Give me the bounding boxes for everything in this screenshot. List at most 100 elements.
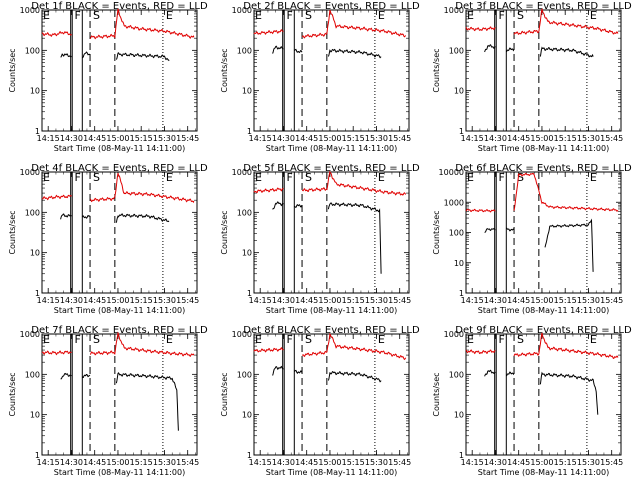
y-tick-label: 1	[459, 451, 464, 460]
y-tick-label: 1000	[20, 6, 40, 15]
plot-frame	[253, 333, 410, 456]
x-tick-label: 14:15	[37, 134, 60, 143]
x-tick-label: 14:30	[484, 134, 507, 143]
y-axis-label: Counts/sec	[220, 48, 229, 92]
series-events-line	[294, 203, 303, 209]
y-tick-label: 1000	[232, 168, 252, 177]
y-tick-label: 1000	[232, 6, 252, 15]
x-tick-label: 15:30	[153, 458, 176, 467]
x-tick-label: 14:45	[507, 458, 530, 467]
event-annotation: F	[498, 171, 504, 184]
event-annotation: E	[43, 9, 50, 22]
panel-title: Det 8f BLACK = Events, RED = LLD	[243, 325, 420, 336]
event-annotation: S	[517, 171, 524, 184]
x-tick-label: 14:45	[83, 458, 106, 467]
series-events-line	[505, 371, 515, 377]
x-tick-label: 14:30	[60, 458, 83, 467]
series-lld-line	[513, 332, 619, 359]
x-tick-label: 14:30	[272, 458, 295, 467]
x-tick-label: 15:00	[530, 296, 553, 305]
x-tick-label: 14:30	[484, 296, 507, 305]
event-annotation: E	[467, 333, 474, 346]
x-tick-label: 14:45	[295, 296, 318, 305]
x-tick-label: 14:30	[484, 458, 507, 467]
y-tick-label: 10	[242, 87, 252, 96]
y-axis-label: Counts/sec	[220, 372, 229, 416]
event-annotation: E	[590, 333, 597, 346]
y-tick-label: 100	[449, 46, 464, 55]
x-tick-label: 15:30	[365, 134, 388, 143]
y-tick-label: 1	[459, 289, 464, 298]
x-tick-label: 15:45	[388, 296, 411, 305]
series-events-line	[272, 365, 284, 376]
x-tick-label: 15:45	[176, 296, 199, 305]
panel-7: Det 7f BLACK = Events, RED = LLD 1 10 100 10…	[8, 325, 208, 477]
event-annotation: F	[498, 9, 504, 22]
series-lld-line	[253, 187, 284, 194]
event-annotation: E	[166, 333, 173, 346]
panel-9: Det 9f BLACK = Events, RED = LLD 1 10 100 10…	[432, 325, 632, 477]
series-events-line	[484, 227, 496, 233]
x-tick-label: 15:30	[577, 134, 600, 143]
y-tick-label: 1	[247, 289, 252, 298]
series-events-line	[272, 201, 284, 210]
panel-title: Det 5f BLACK = Events, RED = LLD	[243, 163, 420, 174]
x-axis-label: Start Time (08-May-11 14:11:00)	[54, 306, 185, 315]
event-annotation: E	[43, 333, 50, 346]
y-axis-label: Counts/sec	[8, 210, 17, 254]
x-tick-label: 14:45	[507, 134, 530, 143]
y-tick-label: 1	[247, 451, 252, 460]
panel-title: Det 1f BLACK = Events, RED = LLD	[31, 1, 208, 12]
series-lld-line	[302, 332, 406, 361]
y-tick-label: 1	[35, 127, 40, 136]
x-tick-label: 15:30	[153, 134, 176, 143]
x-axis-label: Start Time (08-May-11 14:11:00)	[478, 144, 609, 153]
series-events-line	[115, 372, 179, 431]
event-annotation: S	[305, 9, 312, 22]
series-lld-line	[302, 170, 407, 196]
x-tick-label: 14:30	[60, 296, 83, 305]
y-tick-label: 10	[30, 87, 40, 96]
x-tick-label: 15:00	[530, 458, 553, 467]
panel-2: Det 2f BLACK = Events, RED = LLD 1 10 100 10…	[220, 1, 420, 153]
y-tick-label: 1000	[444, 330, 464, 339]
panel-title: Det 4f BLACK = Events, RED = LLD	[31, 163, 208, 174]
x-tick-label: 14:30	[60, 134, 83, 143]
x-tick-label: 15:00	[318, 134, 341, 143]
y-tick-label: 1000	[20, 330, 40, 339]
y-tick-label: 100	[237, 208, 252, 217]
series-events-line	[115, 213, 170, 223]
x-tick-label: 14:45	[507, 296, 530, 305]
plot-frame	[465, 333, 622, 456]
series-events-line	[539, 46, 594, 58]
series-lld-line	[89, 172, 195, 204]
series-lld-line	[513, 172, 619, 212]
panel-1: Det 1f BLACK = Events, RED = LLD 1 10 100 10…	[8, 1, 208, 153]
event-annotation: F	[286, 9, 292, 22]
plot-frame	[253, 171, 410, 294]
series-lld-line	[301, 9, 406, 39]
y-tick-label: 10	[30, 411, 40, 420]
y-axis-label: Counts/sec	[432, 48, 441, 92]
event-annotation: S	[93, 171, 100, 184]
event-annotation: F	[286, 171, 292, 184]
series-lld-line	[89, 331, 195, 358]
x-tick-label: 15:00	[106, 296, 129, 305]
series-events-line	[293, 369, 303, 374]
y-tick-label: 100	[237, 46, 252, 55]
x-tick-label: 14:15	[37, 296, 60, 305]
event-annotation: E	[166, 9, 173, 22]
plot-frame	[41, 171, 198, 294]
series-events-line	[81, 215, 91, 219]
y-tick-label: 100	[25, 208, 40, 217]
x-tick-label: 15:00	[318, 296, 341, 305]
event-annotation: F	[74, 171, 80, 184]
event-annotation: E	[467, 9, 474, 22]
y-tick-label: 1000	[444, 198, 464, 207]
y-tick-label: 100	[449, 229, 464, 238]
x-tick-label: 15:30	[577, 458, 600, 467]
series-events-line	[327, 48, 382, 59]
x-tick-label: 14:15	[461, 458, 484, 467]
x-tick-label: 14:15	[249, 296, 272, 305]
